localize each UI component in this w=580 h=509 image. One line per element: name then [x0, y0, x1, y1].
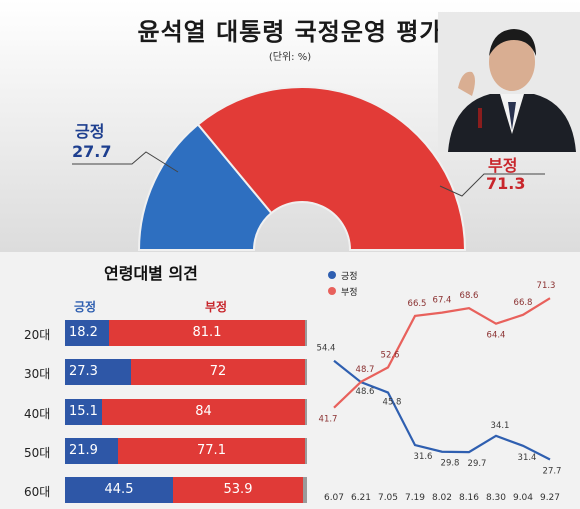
- trend-line-negative: [333, 297, 551, 409]
- age-bar-track: 18.2 81.1: [65, 320, 307, 346]
- trend-x-tick: 9.27: [540, 493, 560, 503]
- age-bar-positive-label: 15.1: [69, 404, 98, 419]
- age-bar-positive: 21.9: [65, 438, 118, 464]
- trend-point-label: 29.7: [468, 459, 487, 469]
- trend-point-label: 52.6: [381, 350, 400, 360]
- trend-point-label: 68.6: [460, 291, 479, 301]
- age-bar-track: 21.9 77.1: [65, 438, 307, 464]
- age-section-title: 연령대별 의견: [104, 264, 198, 283]
- trend-point-label: 27.7: [543, 467, 562, 477]
- trend-x-tick: 8.02: [432, 493, 452, 503]
- trend-point-label: 71.3: [537, 281, 556, 291]
- trend-point-label: 66.5: [408, 299, 427, 309]
- trend-point-label: 45.8: [383, 398, 402, 408]
- age-bar-negative-label: 72: [209, 364, 227, 379]
- trend-point-label: 29.8: [441, 459, 460, 469]
- trend-line-positive: [333, 359, 551, 461]
- age-label: 30대: [24, 367, 51, 381]
- age-bar-negative: 77.1: [118, 438, 305, 464]
- age-bar-positive: 15.1: [65, 399, 102, 425]
- age-col-positive: 긍정: [74, 300, 97, 314]
- age-label: 50대: [24, 446, 51, 460]
- age-bar-track: 27.3 72: [65, 359, 307, 385]
- trend-point-label: 54.4: [317, 344, 336, 354]
- trend-x-tick: 6.21: [351, 493, 371, 503]
- negative-leader-line: [439, 173, 545, 197]
- trend-x-tick: 6.07: [324, 493, 344, 503]
- age-row: 30대 27.3 72: [0, 359, 320, 385]
- legend-marker-1: [328, 287, 336, 295]
- age-bar-track: 44.5 53.9: [65, 477, 307, 503]
- president-photo: [438, 12, 580, 152]
- trend-x-tick: 8.30: [486, 493, 506, 503]
- negative-value: 71.3: [486, 174, 526, 193]
- trend-x-tick: 7.05: [378, 493, 398, 503]
- legend-label-0: 긍정: [341, 271, 358, 282]
- trend-x-tick: 8.16: [459, 493, 479, 503]
- trend-point-label: 31.4: [518, 453, 537, 463]
- unit-note: (단위: %): [268, 52, 312, 63]
- age-bar-positive: 18.2: [65, 320, 109, 346]
- age-bar-negative: 72: [131, 359, 305, 385]
- trend-point-label: 66.8: [514, 298, 533, 308]
- negative-label: 부정: [488, 156, 518, 175]
- age-bar-negative-label: 53.9: [223, 482, 253, 497]
- age-col-negative: 부정: [205, 300, 228, 314]
- positive-value: 27.7: [72, 142, 112, 161]
- age-row: 50대 21.9 77.1: [0, 438, 320, 464]
- trend-point-label: 41.7: [319, 415, 338, 425]
- legend-label-1: 부정: [341, 287, 358, 298]
- trend-point-label: 48.6: [356, 387, 375, 397]
- age-bar-negative: 53.9: [173, 477, 303, 503]
- age-bar-positive-label: 18.2: [69, 325, 98, 340]
- donut-chart: [72, 86, 545, 251]
- age-bar-track: 15.1 84: [65, 399, 307, 425]
- page-title: 윤석열 대통령 국정운영 평가: [137, 18, 443, 46]
- age-bar-negative: 84: [102, 399, 305, 425]
- trend-point-label: 67.4: [433, 296, 452, 306]
- age-bar-positive-label: 21.9: [69, 443, 98, 458]
- positive-leader-line: [72, 151, 179, 173]
- trend-x-tick: 7.19: [405, 493, 425, 503]
- age-bar-positive-label: 27.3: [69, 364, 98, 379]
- donut-slice-negative: [196, 86, 467, 251]
- age-row: 20대 18.2 81.1: [0, 320, 320, 346]
- trend-point-label: 64.4: [487, 331, 506, 341]
- legend-marker-0: [328, 271, 336, 279]
- age-bar-negative-label: 81.1: [192, 325, 222, 340]
- trend-point-label: 34.1: [491, 421, 510, 431]
- positive-label: 긍정: [75, 122, 105, 141]
- donut-slice-positive: [137, 123, 273, 251]
- age-row: 60대 44.5 53.9: [0, 477, 320, 503]
- age-bar-positive: 27.3: [65, 359, 131, 385]
- trend-point-label: 48.7: [356, 365, 375, 375]
- age-row: 40대 15.1 84: [0, 399, 320, 425]
- age-label: 40대: [24, 407, 51, 421]
- trend-point-label: 31.6: [414, 452, 433, 462]
- age-bar-positive-label: 44.5: [104, 482, 134, 497]
- age-bar-negative: 81.1: [109, 320, 305, 346]
- age-bar-negative-label: 77.1: [197, 443, 226, 458]
- age-bar-negative-label: 84: [195, 404, 212, 419]
- age-bar-positive: 44.5: [65, 477, 173, 503]
- age-label: 20대: [24, 328, 51, 342]
- trend-x-tick: 9.04: [513, 493, 533, 503]
- age-label: 60대: [24, 485, 51, 499]
